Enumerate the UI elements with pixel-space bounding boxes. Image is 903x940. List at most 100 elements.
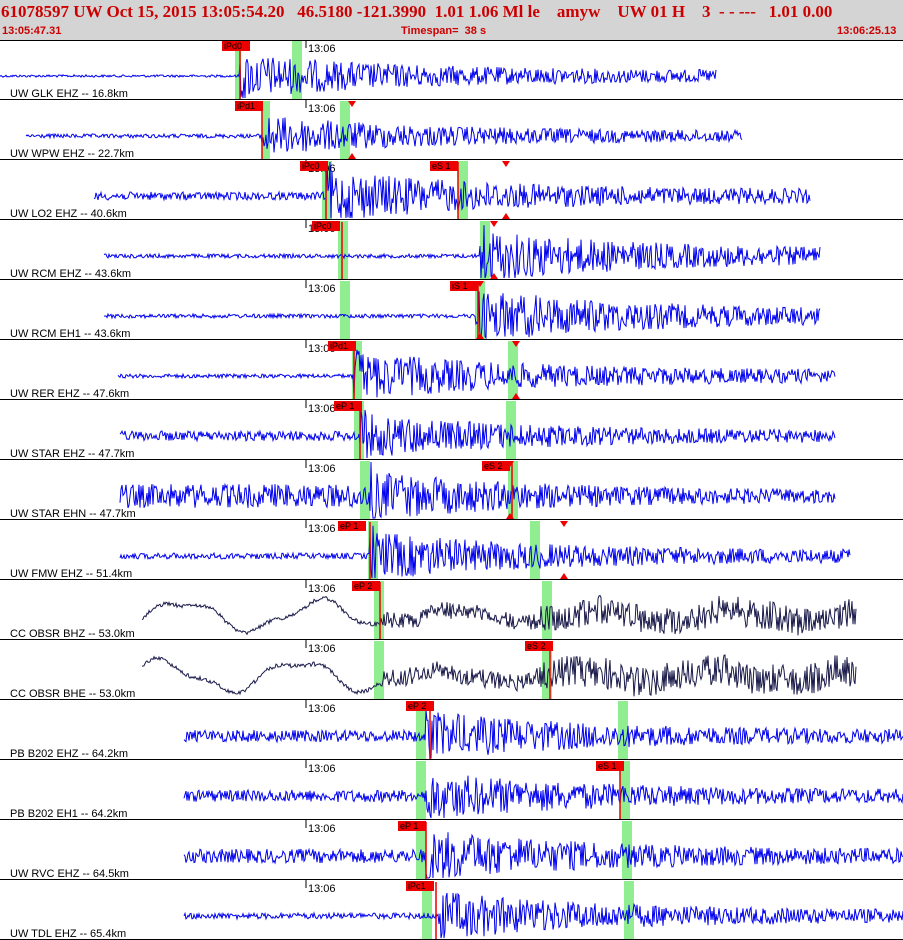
station-label: PB B202 EHZ -- 64.2km xyxy=(10,748,128,760)
station-label: UW RER EHZ -- 47.6km xyxy=(10,388,129,400)
pick-window xyxy=(480,221,490,280)
arrival-marker-up xyxy=(506,513,514,519)
pick-flag[interactable] xyxy=(430,161,458,171)
arrival-marker-up xyxy=(560,573,568,579)
pick-label: iPd0 xyxy=(224,41,242,51)
pick-label: iPc0 xyxy=(302,161,320,171)
trace-row[interactable]: 13:06 eP 2 PB B202 EHZ -- 64.2km xyxy=(0,700,903,760)
pick-flag[interactable] xyxy=(235,101,263,111)
pick-flag[interactable] xyxy=(525,641,553,651)
trace-row[interactable]: 13:06 eS 2 CC OBSR BHE -- 53.0km xyxy=(0,640,903,700)
seismogram-panel[interactable]: 13:06 iPd0 UW GLK EHZ -- 16.8km 13:06 iPd1 UW… xyxy=(0,40,903,940)
waveform xyxy=(119,461,836,519)
pick-flag[interactable] xyxy=(352,581,380,591)
pick-window xyxy=(340,281,350,340)
arrival-marker-down xyxy=(560,521,568,527)
pick-window xyxy=(338,221,348,280)
pick-label: eS 1 xyxy=(598,761,617,771)
station-label: UW RCM EH1 -- 43.6km xyxy=(10,328,130,340)
pick-label: eP 1 xyxy=(340,521,358,531)
pick-window xyxy=(262,101,270,160)
pick-window xyxy=(374,581,384,640)
arrival-marker-up xyxy=(476,333,484,339)
trace-row[interactable]: 13:06 eS 2 UW STAR EHN -- 47.7km xyxy=(0,460,903,520)
pick-label: iPd1 xyxy=(330,341,348,351)
trace-row[interactable]: 13:06 eP 1 UW RVC EHZ -- 64.5km xyxy=(0,820,903,880)
arrival-marker-down xyxy=(490,221,498,227)
pick-flag[interactable] xyxy=(300,161,328,171)
pick-window xyxy=(354,401,364,460)
trace-row[interactable]: 13:06iPc0eS 1UW LO2 EHZ -- 40.6km xyxy=(0,160,903,220)
pick-label: iPc0 xyxy=(314,221,332,231)
trace-row[interactable]: 13:06 eP 2 CC OBSR BHZ -- 53.0km xyxy=(0,580,903,640)
time-tick-label: 13:06 xyxy=(308,283,336,295)
pick-window xyxy=(458,161,468,220)
trace-row[interactable]: 13:06 iS 1 UW RCM EH1 -- 43.6km xyxy=(0,280,903,340)
trace-row[interactable]: 13:06 eP 1 UW FMW EHZ -- 51.4km xyxy=(0,520,903,580)
pick-window xyxy=(422,881,432,940)
waveform xyxy=(183,832,903,879)
arrival-marker-down xyxy=(502,161,510,167)
trace-row[interactable]: 13:06 eP 1 UW STAR EHZ -- 47.7km xyxy=(0,400,903,460)
waveform xyxy=(183,892,903,939)
pick-window xyxy=(475,281,485,340)
station-label: PB B202 EH1 -- 64.2km xyxy=(10,808,127,820)
trace-row[interactable]: 13:06 eS 1 PB B202 EH1 -- 64.2km xyxy=(0,760,903,820)
pick-window xyxy=(340,101,350,160)
station-label: UW FMW EHZ -- 51.4km xyxy=(10,568,132,580)
pick-flag[interactable] xyxy=(338,521,366,531)
pick-flag[interactable] xyxy=(222,41,250,51)
time-tick-label: 13:06 xyxy=(308,583,336,595)
header-bar: 61078597 UW Oct 15, 2015 13:05:54.20 46.… xyxy=(0,0,903,40)
arrival-marker-up xyxy=(490,273,498,279)
pick-flag[interactable] xyxy=(450,281,478,291)
pick-flag[interactable] xyxy=(334,401,362,411)
pick-label: eP 2 xyxy=(408,701,426,711)
time-tick-label: 13:06 xyxy=(308,43,336,55)
arrival-marker-up xyxy=(348,153,356,159)
pick-window xyxy=(292,41,302,100)
waveform xyxy=(141,654,857,697)
start-time: 13:05:47.31 xyxy=(2,25,62,37)
pick-flag[interactable] xyxy=(398,821,426,831)
pick-flag[interactable] xyxy=(312,221,340,231)
pick-flag[interactable] xyxy=(406,881,434,891)
time-tick-label: 13:06 xyxy=(308,643,336,655)
waveform xyxy=(183,775,903,819)
pick-flag[interactable] xyxy=(482,461,510,471)
waveform xyxy=(93,161,811,219)
time-tick-label: 13:06 xyxy=(308,703,336,715)
station-label: UW WPW EHZ -- 22.7km xyxy=(10,148,134,160)
station-label: UW TDL EHZ -- 65.4km xyxy=(10,928,126,940)
station-label: UW STAR EHN -- 47.7km xyxy=(10,508,136,520)
timespan-label: Timespan= 38 s xyxy=(401,25,487,37)
pick-flag[interactable] xyxy=(328,341,356,351)
waveform xyxy=(103,291,821,340)
waveform xyxy=(103,225,821,279)
time-tick-label: 13:06 xyxy=(308,103,336,115)
pick-window xyxy=(416,701,426,760)
station-label: UW GLK EHZ -- 16.8km xyxy=(10,88,128,100)
station-label: UW RVC EHZ -- 64.5km xyxy=(10,868,129,880)
arrival-marker-down xyxy=(476,281,484,287)
pick-window xyxy=(352,341,362,400)
pick-label: eP 2 xyxy=(354,581,372,591)
time-tick-label: 13:06 xyxy=(308,883,336,895)
event-title: 61078597 UW Oct 15, 2015 13:05:54.20 46.… xyxy=(1,2,833,21)
pick-window xyxy=(374,641,384,700)
trace-row[interactable]: 13:06 iPd0 UW GLK EHZ -- 16.8km xyxy=(0,40,903,100)
trace-row[interactable]: 13:06 iPd1 UW WPW EHZ -- 22.7km xyxy=(0,100,903,160)
pick-window xyxy=(622,821,632,880)
pick-window xyxy=(235,41,241,100)
pick-label: eS 1 xyxy=(432,161,451,171)
pick-window xyxy=(542,641,552,700)
pick-flag[interactable] xyxy=(596,761,624,771)
time-tick-label: 13:06 xyxy=(308,523,336,535)
pick-flag[interactable] xyxy=(406,701,434,711)
trace-row[interactable]: 13:06 iPc1 UW TDL EHZ -- 65.4km xyxy=(0,880,903,940)
trace-row[interactable]: 13:06iPc0UW RCM EHZ -- 43.6km xyxy=(0,220,903,280)
arrival-marker-up xyxy=(512,393,520,399)
time-tick-label: 13:06 xyxy=(308,823,336,835)
time-tick-label: 13:06 xyxy=(308,403,336,415)
